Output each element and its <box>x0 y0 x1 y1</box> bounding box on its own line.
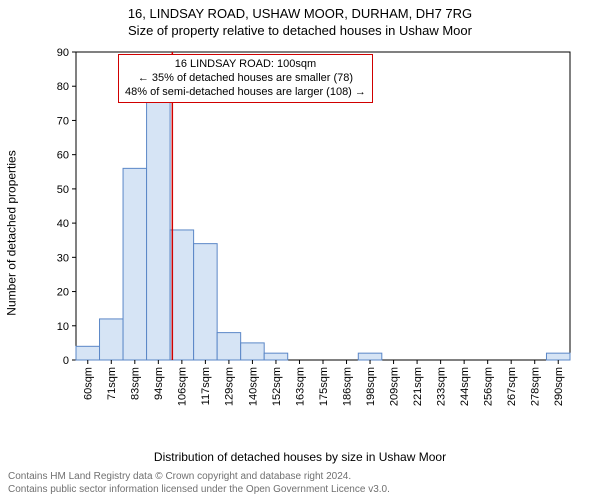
svg-text:20: 20 <box>57 287 69 299</box>
footer-line-1: Contains HM Land Registry data © Crown c… <box>8 471 390 484</box>
svg-text:40: 40 <box>57 218 69 230</box>
svg-text:244sqm: 244sqm <box>459 367 471 406</box>
y-axis-label: Number of detached properties <box>5 150 19 315</box>
title-line-2: Size of property relative to detached ho… <box>0 23 600 40</box>
svg-text:106sqm: 106sqm <box>177 367 189 406</box>
annotation-box: 16 LINDSAY ROAD: 100sqm ← 35% of detache… <box>118 54 373 103</box>
svg-text:256sqm: 256sqm <box>483 367 495 406</box>
plot-area: 0 10 20 30 40 50 60 70 80 90 60sqm 71sqm 83sqm 94sqm 1… <box>48 48 576 418</box>
svg-text:290sqm: 290sqm <box>553 367 565 406</box>
svg-text:198sqm: 198sqm <box>365 367 377 406</box>
y-axis-label-wrap: Number of detached properties <box>4 48 20 418</box>
x-axis-label: Distribution of detached houses by size … <box>0 450 600 466</box>
svg-text:80: 80 <box>57 81 69 93</box>
annotation-line-2: ← 35% of detached houses are smaller (78… <box>125 72 366 86</box>
footer-line-2: Contains public sector information licen… <box>8 484 390 497</box>
svg-text:0: 0 <box>63 355 69 367</box>
svg-text:70: 70 <box>57 115 69 127</box>
svg-text:94sqm: 94sqm <box>153 367 165 400</box>
svg-text:163sqm: 163sqm <box>294 367 306 406</box>
svg-text:209sqm: 209sqm <box>388 367 400 406</box>
svg-text:140sqm: 140sqm <box>247 367 259 406</box>
svg-text:221sqm: 221sqm <box>412 367 424 406</box>
svg-text:50: 50 <box>57 184 69 196</box>
svg-text:60: 60 <box>57 150 69 162</box>
annotation-line-3: 48% of semi-detached houses are larger (… <box>125 86 366 100</box>
svg-text:186sqm: 186sqm <box>341 367 353 406</box>
titles: 16, LINDSAY ROAD, USHAW MOOR, DURHAM, DH… <box>0 0 600 40</box>
svg-text:175sqm: 175sqm <box>318 367 330 406</box>
svg-text:30: 30 <box>57 252 69 264</box>
svg-text:129sqm: 129sqm <box>224 367 236 406</box>
svg-text:10: 10 <box>57 321 69 333</box>
svg-text:90: 90 <box>57 48 69 59</box>
annotation-line-1: 16 LINDSAY ROAD: 100sqm <box>125 58 366 72</box>
chart-container: 16, LINDSAY ROAD, USHAW MOOR, DURHAM, DH… <box>0 0 600 500</box>
footer: Contains HM Land Registry data © Crown c… <box>8 471 390 496</box>
title-line-1: 16, LINDSAY ROAD, USHAW MOOR, DURHAM, DH… <box>0 6 600 23</box>
svg-text:117sqm: 117sqm <box>200 367 212 405</box>
histogram-svg: 0 10 20 30 40 50 60 70 80 90 60sqm 71sqm 83sqm 94sqm 1… <box>48 48 576 418</box>
svg-text:60sqm: 60sqm <box>83 367 95 400</box>
svg-text:233sqm: 233sqm <box>435 367 447 406</box>
svg-text:267sqm: 267sqm <box>506 367 518 406</box>
svg-text:83sqm: 83sqm <box>130 367 142 400</box>
svg-text:152sqm: 152sqm <box>271 367 283 406</box>
svg-text:71sqm: 71sqm <box>106 367 118 400</box>
svg-text:278sqm: 278sqm <box>530 367 542 406</box>
